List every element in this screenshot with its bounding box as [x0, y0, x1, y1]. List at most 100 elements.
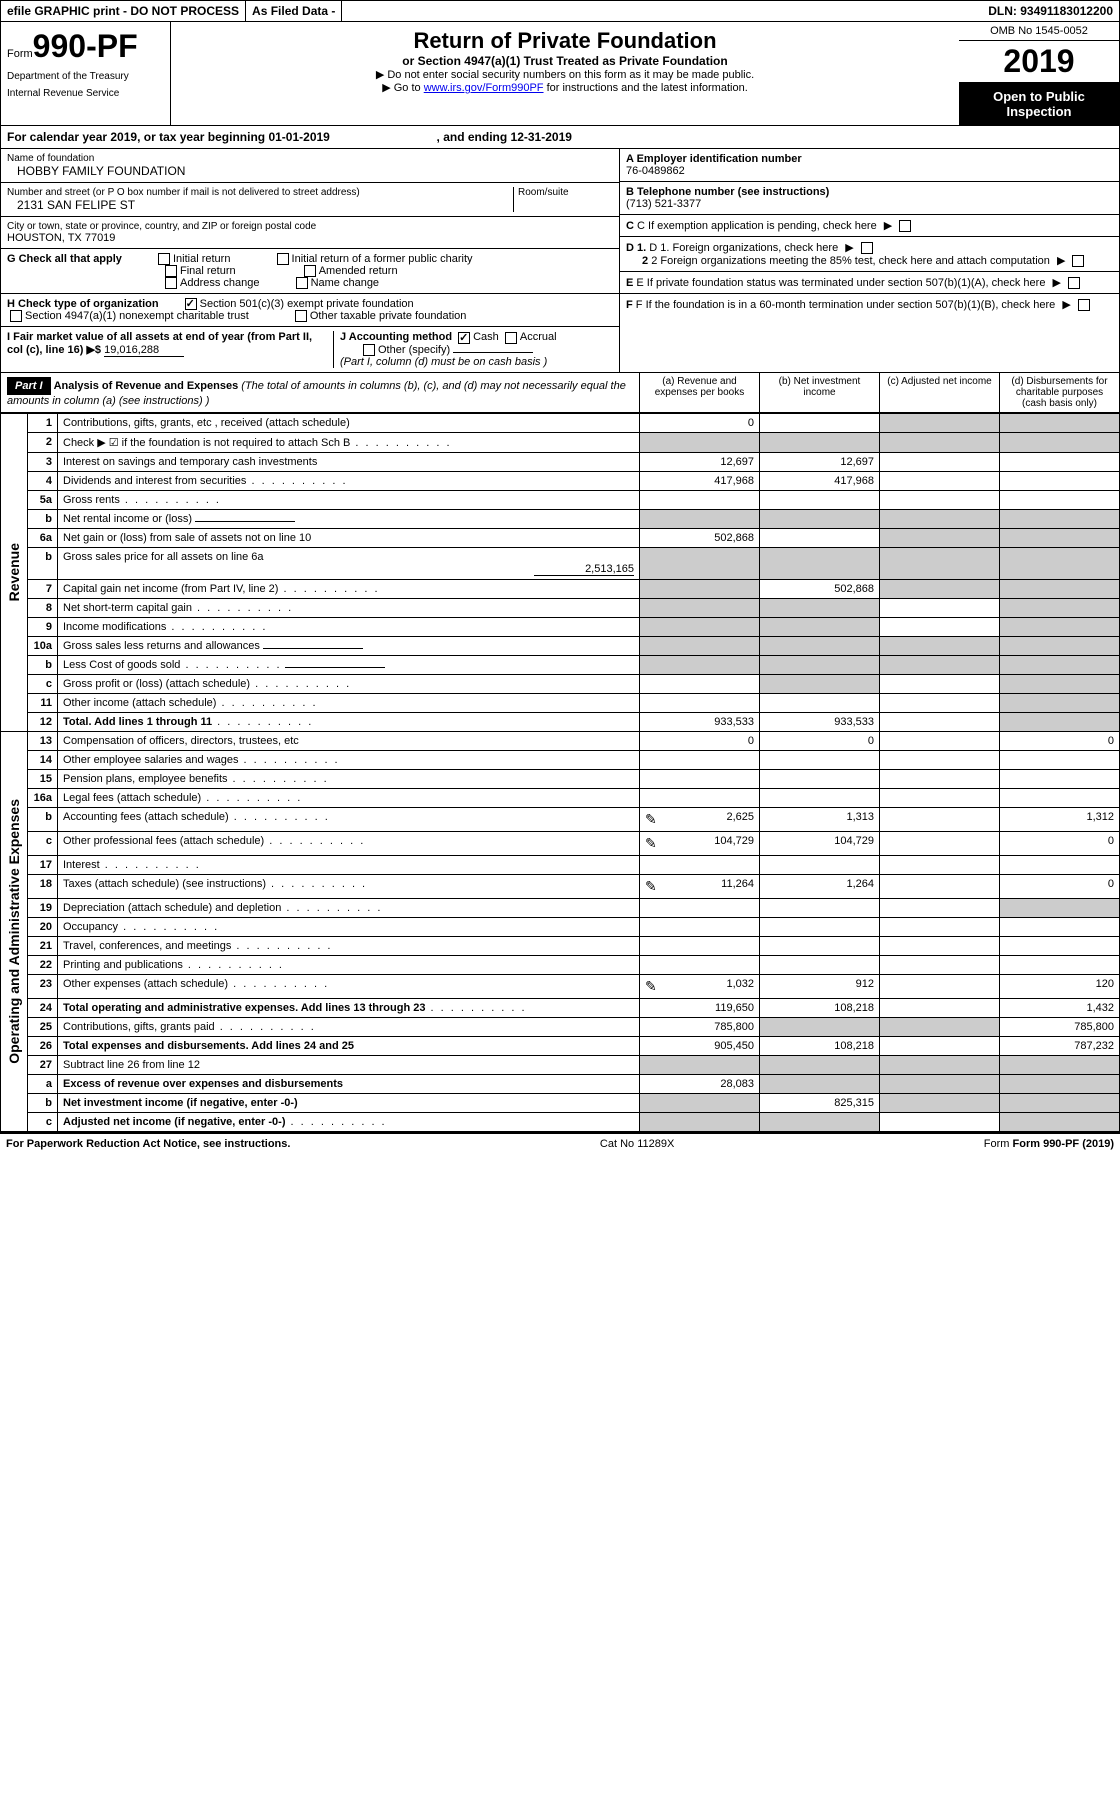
chk-accrual[interactable] — [505, 332, 517, 344]
chk-final-return[interactable] — [165, 265, 177, 277]
part1-badge: Part I — [7, 377, 51, 395]
line-number: 2 — [28, 432, 58, 452]
line-number: 14 — [28, 750, 58, 769]
col-d-value: 1,312 — [1000, 807, 1120, 831]
part1-table: Revenue1Contributions, gifts, grants, et… — [0, 413, 1120, 1132]
part1-header-row: Part I Analysis of Revenue and Expenses … — [0, 373, 1120, 413]
col-d-value — [1000, 490, 1120, 509]
col-b-header: (b) Net investment income — [759, 373, 879, 412]
col-a-value: 0 — [640, 413, 760, 432]
col-a-value — [640, 598, 760, 617]
col-b-value — [760, 547, 880, 579]
col-b-value — [760, 598, 880, 617]
line-description: Excess of revenue over expenses and disb… — [58, 1074, 640, 1093]
col-a-value: 28,083 — [640, 1074, 760, 1093]
col-a-value — [640, 855, 760, 874]
chk-initial-former[interactable] — [277, 253, 289, 265]
col-a-value — [640, 917, 760, 936]
line-description: Pension plans, employee benefits — [58, 769, 640, 788]
chk-initial-return[interactable] — [158, 253, 170, 265]
col-a-value — [640, 674, 760, 693]
col-c-value — [880, 998, 1000, 1017]
col-a-value — [640, 936, 760, 955]
chk-4947[interactable] — [10, 310, 22, 322]
section-i-j: I Fair market value of all assets at end… — [1, 327, 619, 371]
chk-501c3[interactable] — [185, 298, 197, 310]
foundation-name-cell: Name of foundation HOBBY FAMILY FOUNDATI… — [1, 149, 619, 183]
chk-other-method[interactable] — [363, 344, 375, 356]
attachment-icon[interactable]: ✎ — [645, 811, 657, 828]
col-b-value: 912 — [760, 974, 880, 998]
chk-address-change[interactable] — [165, 277, 177, 289]
fmv-assets: 19,016,288 — [104, 344, 184, 357]
line-number: b — [28, 509, 58, 528]
table-row: 14Other employee salaries and wages — [1, 750, 1120, 769]
col-c-value — [880, 1093, 1000, 1112]
col-a-value — [640, 1093, 760, 1112]
chk-name-change[interactable] — [296, 277, 308, 289]
chk-60month[interactable] — [1078, 299, 1090, 311]
line-description: Income modifications — [58, 617, 640, 636]
col-a-value: 933,533 — [640, 712, 760, 731]
omb-number: OMB No 1545-0052 — [959, 22, 1119, 41]
tax-year: 2019 — [959, 41, 1119, 83]
line-number: 9 — [28, 617, 58, 636]
table-row: 12Total. Add lines 1 through 11933,53393… — [1, 712, 1120, 731]
col-c-value — [880, 974, 1000, 998]
col-a-value — [640, 750, 760, 769]
chk-cash[interactable] — [458, 332, 470, 344]
attachment-icon[interactable]: ✎ — [645, 978, 657, 995]
header-bar: efile GRAPHIC print - DO NOT PROCESS As … — [0, 0, 1120, 22]
line-number: 20 — [28, 917, 58, 936]
chk-foreign-org[interactable] — [861, 242, 873, 254]
col-a-value: 12,697 — [640, 452, 760, 471]
col-c-value — [880, 674, 1000, 693]
col-d-value — [1000, 693, 1120, 712]
col-a-value: ✎104,729 — [640, 831, 760, 855]
table-row: 8Net short-term capital gain — [1, 598, 1120, 617]
col-a-value — [640, 955, 760, 974]
line-description: Depreciation (attach schedule) and deple… — [58, 898, 640, 917]
chk-other-taxable[interactable] — [295, 310, 307, 322]
table-row: 22Printing and publications — [1, 955, 1120, 974]
line-number: 10a — [28, 636, 58, 655]
table-row: 7Capital gain net income (from Part IV, … — [1, 579, 1120, 598]
col-b-value — [760, 693, 880, 712]
line-number: 22 — [28, 955, 58, 974]
col-d-header: (d) Disbursements for charitable purpose… — [999, 373, 1119, 412]
irs-link[interactable]: www.irs.gov/Form990PF — [424, 82, 544, 94]
chk-terminated[interactable] — [1068, 277, 1080, 289]
attachment-icon[interactable]: ✎ — [645, 878, 657, 895]
table-row: 17Interest — [1, 855, 1120, 874]
col-a-value: ✎11,264 — [640, 874, 760, 898]
col-a-value: ✎2,625 — [640, 807, 760, 831]
line-description: Gross profit or (loss) (attach schedule) — [58, 674, 640, 693]
line-description: Taxes (attach schedule) (see instruction… — [58, 874, 640, 898]
col-c-value — [880, 432, 1000, 452]
line-number: 27 — [28, 1055, 58, 1074]
line-number: 17 — [28, 855, 58, 874]
attachment-icon[interactable]: ✎ — [645, 835, 657, 852]
table-row: 21Travel, conferences, and meetings — [1, 936, 1120, 955]
section-c: C C If exemption application is pending,… — [620, 215, 1119, 237]
col-b-value — [760, 674, 880, 693]
line-number: 3 — [28, 452, 58, 471]
col-a-value — [640, 1112, 760, 1131]
col-d-value — [1000, 452, 1120, 471]
line-description: Legal fees (attach schedule) — [58, 788, 640, 807]
line-description: Occupancy — [58, 917, 640, 936]
col-b-value — [760, 636, 880, 655]
line-number: 6a — [28, 528, 58, 547]
as-filed: As Filed Data - — [246, 1, 342, 21]
col-d-value — [1000, 509, 1120, 528]
chk-exemption-pending[interactable] — [899, 220, 911, 232]
line-number: 8 — [28, 598, 58, 617]
col-c-value — [880, 1036, 1000, 1055]
chk-foreign-85[interactable] — [1072, 255, 1084, 267]
chk-amended[interactable] — [304, 265, 316, 277]
year-column: OMB No 1545-0052 2019 Open to Public Ins… — [959, 22, 1119, 125]
line-number: 11 — [28, 693, 58, 712]
col-c-value — [880, 1074, 1000, 1093]
col-d-value — [1000, 898, 1120, 917]
col-b-value — [760, 788, 880, 807]
